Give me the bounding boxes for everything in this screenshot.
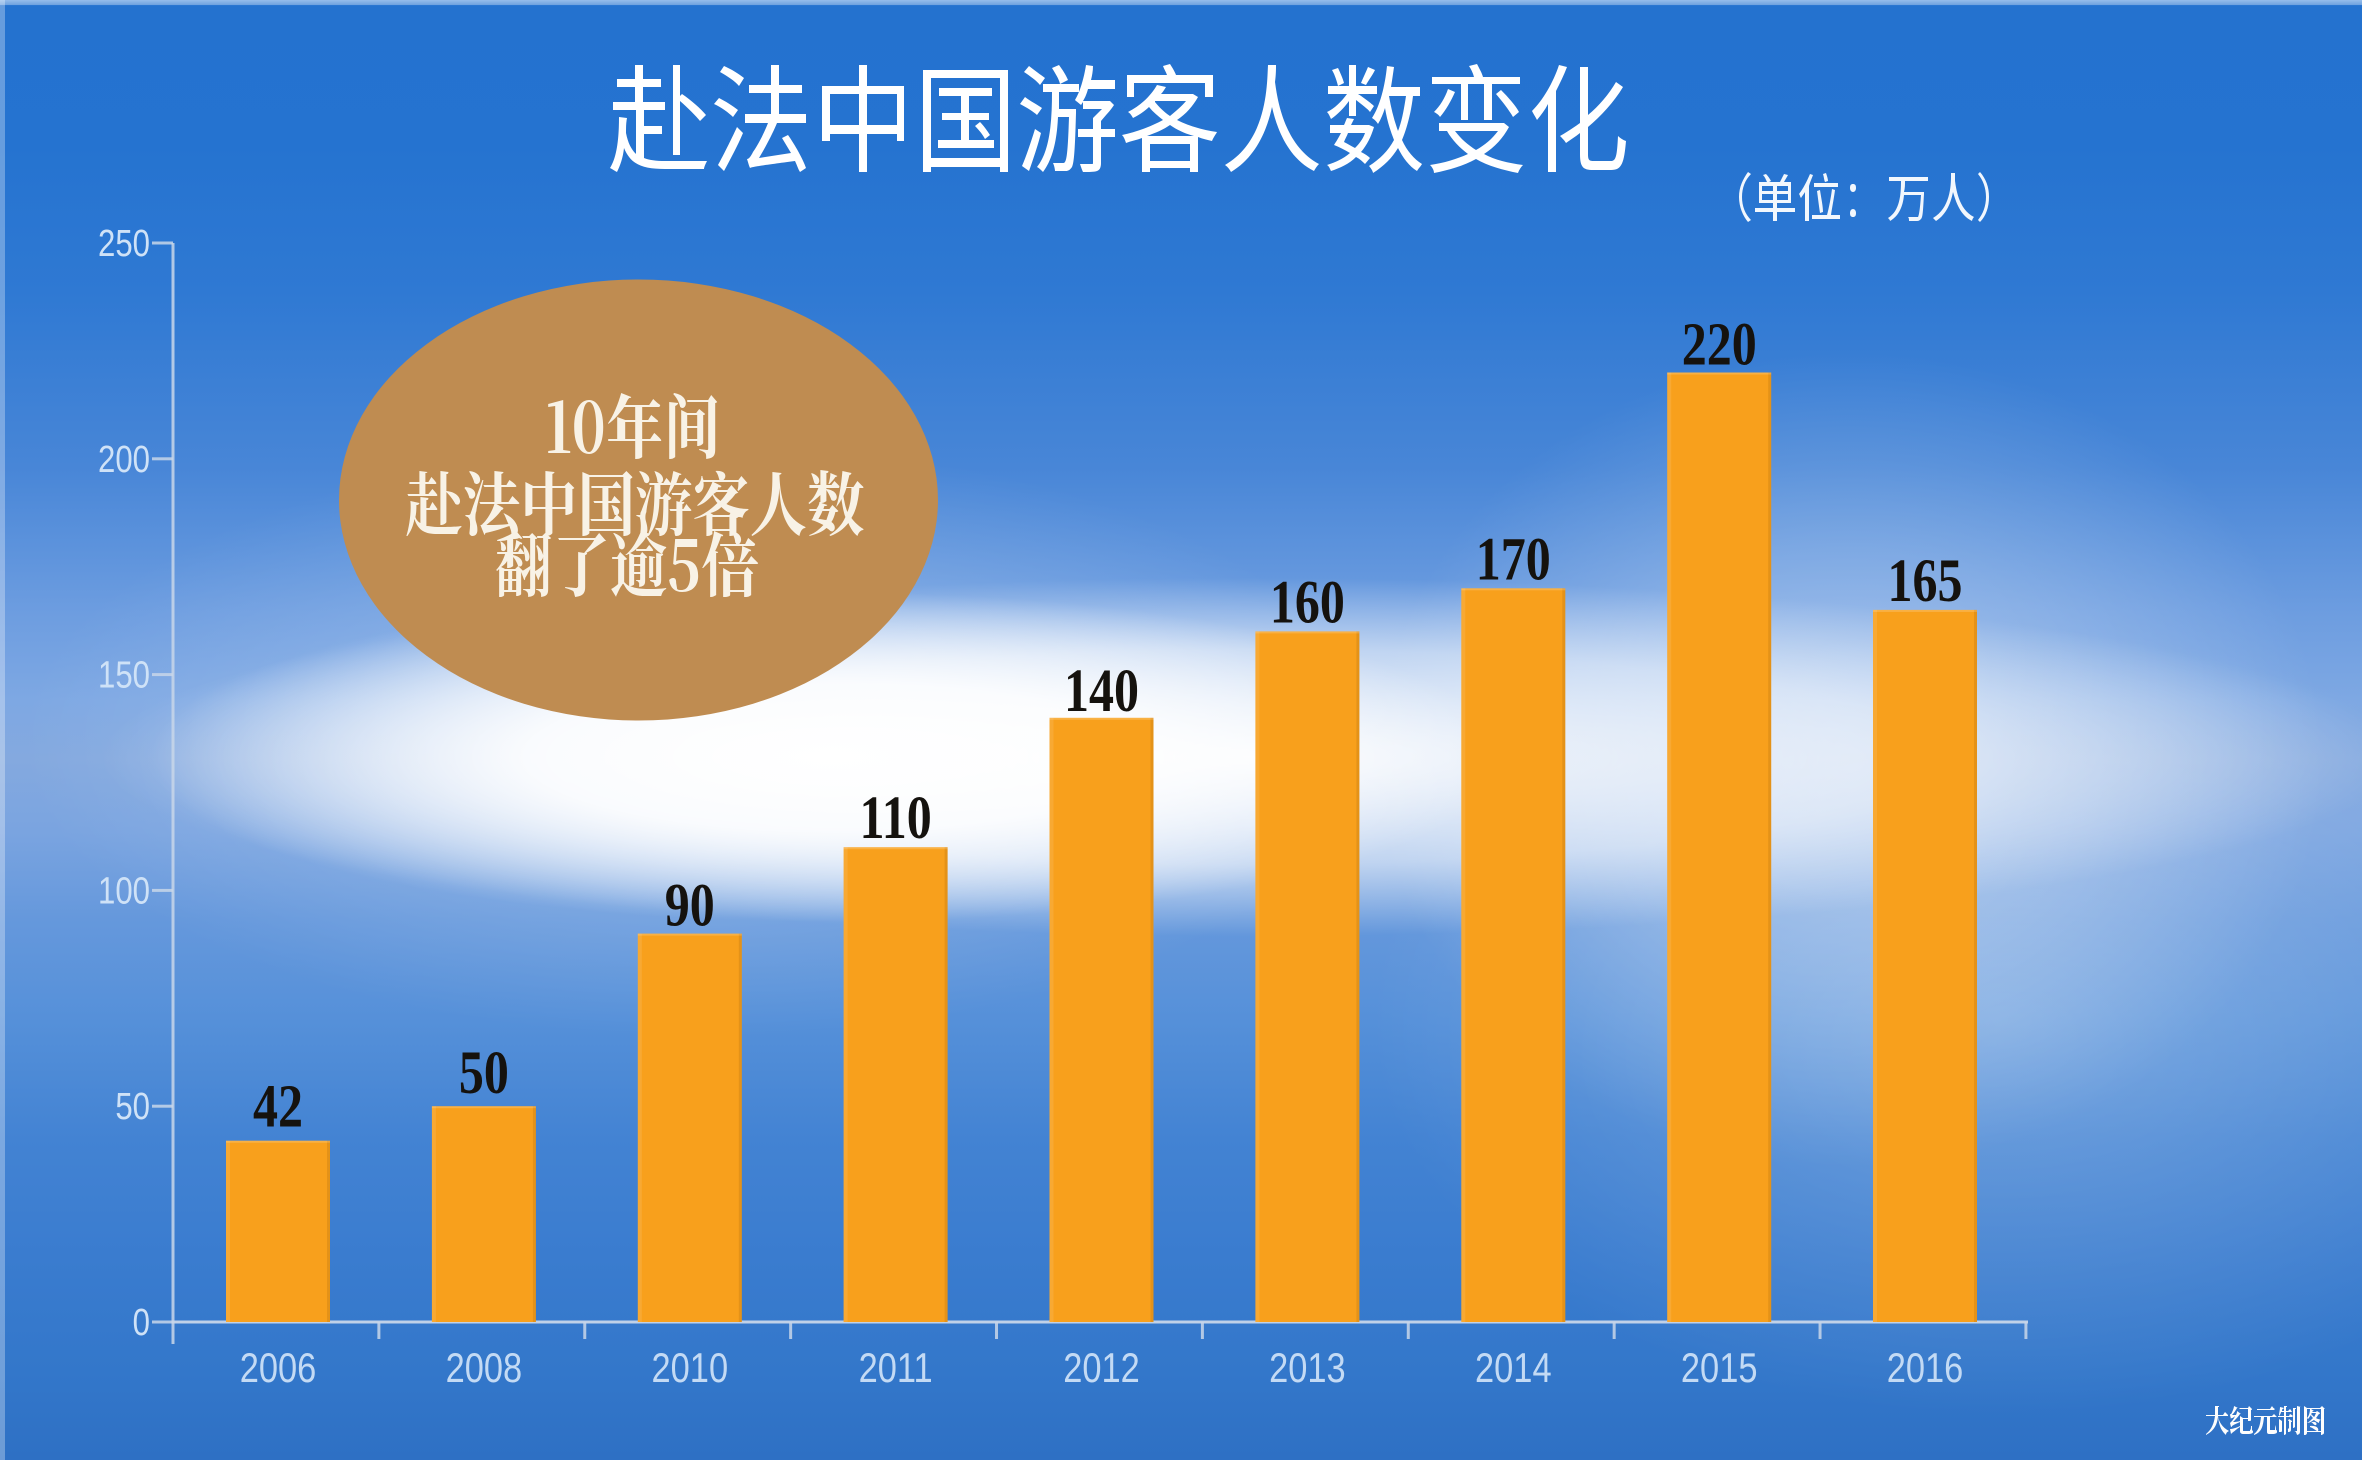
svg-text:2012: 2012 xyxy=(1063,1345,1140,1392)
svg-text:2013: 2013 xyxy=(1269,1345,1346,1392)
svg-text:90: 90 xyxy=(665,872,715,940)
svg-text:2010: 2010 xyxy=(652,1345,729,1392)
svg-text:2008: 2008 xyxy=(446,1345,523,1392)
svg-text:2014: 2014 xyxy=(1475,1345,1552,1392)
svg-text:50: 50 xyxy=(459,1040,509,1108)
svg-text:2006: 2006 xyxy=(240,1345,317,1392)
svg-text:220: 220 xyxy=(1682,311,1757,379)
svg-text:140: 140 xyxy=(1064,657,1139,725)
svg-text:165: 165 xyxy=(1887,547,1962,615)
svg-text:100: 100 xyxy=(98,871,150,913)
svg-text:250: 250 xyxy=(98,223,150,265)
svg-text:2011: 2011 xyxy=(859,1345,933,1392)
svg-text:2016: 2016 xyxy=(1887,1345,1964,1392)
svg-text:110: 110 xyxy=(859,785,931,853)
svg-text:42: 42 xyxy=(253,1073,303,1141)
svg-text:2015: 2015 xyxy=(1681,1345,1758,1392)
svg-text:150: 150 xyxy=(98,655,150,697)
svg-text:50: 50 xyxy=(115,1086,150,1128)
svg-text:200: 200 xyxy=(98,439,150,481)
svg-text:160: 160 xyxy=(1270,569,1345,637)
svg-text:170: 170 xyxy=(1476,526,1551,594)
svg-text:0: 0 xyxy=(133,1302,150,1344)
